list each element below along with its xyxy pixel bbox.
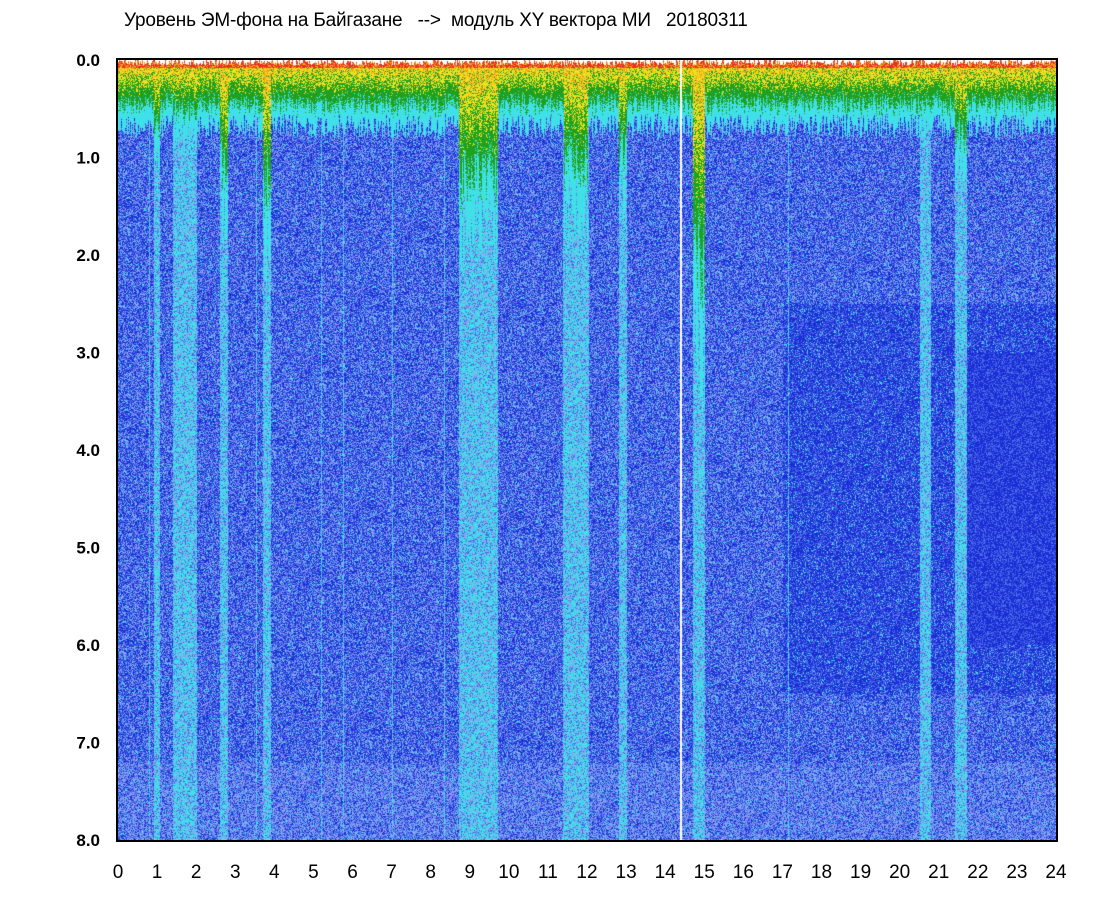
x-tick-label: 13 bbox=[616, 862, 637, 883]
x-tick-label: 18 bbox=[811, 862, 832, 883]
x-tick-label: 0 bbox=[113, 862, 124, 883]
chart-title: Уровень ЭМ-фона на Байгазане --> модуль … bbox=[124, 10, 748, 31]
x-tick-label: 5 bbox=[308, 862, 319, 883]
y-axis: 0.0 1.0 2.0 3.0 4.0 5.0 6.0 7.0 8.0 bbox=[76, 51, 100, 850]
y-tick-label: 5.0 bbox=[76, 539, 100, 558]
x-tick-label: 2 bbox=[191, 862, 202, 883]
x-tick-label: 11 bbox=[538, 862, 558, 883]
x-tick-label: 23 bbox=[1006, 862, 1027, 883]
x-tick-label: 7 bbox=[386, 862, 397, 883]
x-tick-label: 14 bbox=[655, 862, 677, 883]
x-tick-label: 15 bbox=[694, 862, 715, 883]
x-tick-label: 20 bbox=[889, 862, 910, 883]
x-tick-label: 16 bbox=[733, 862, 754, 883]
x-tick-label: 1 bbox=[152, 862, 163, 883]
x-tick-label: 19 bbox=[850, 862, 871, 883]
x-tick-label: 3 bbox=[230, 862, 241, 883]
x-tick-label: 8 bbox=[425, 862, 436, 883]
heatmap-area bbox=[118, 60, 1056, 840]
y-tick-label: 8.0 bbox=[76, 831, 100, 850]
x-axis: 0 1 2 3 4 5 6 7 8 9 10 11 12 13 14 15 16 17 18 19 20 21 22 23 24 bbox=[113, 862, 1067, 883]
x-tick-label: 4 bbox=[269, 862, 280, 883]
x-tick-label: 6 bbox=[347, 862, 358, 883]
y-tick-label: 4.0 bbox=[76, 441, 100, 460]
x-tick-label: 24 bbox=[1045, 862, 1067, 883]
y-tick-label: 7.0 bbox=[76, 734, 100, 753]
y-tick-label: 6.0 bbox=[76, 636, 100, 655]
x-tick-label: 17 bbox=[772, 862, 793, 883]
x-tick-label: 22 bbox=[967, 862, 988, 883]
y-tick-label: 0.0 bbox=[76, 51, 100, 70]
x-tick-label: 9 bbox=[464, 862, 475, 883]
x-tick-label: 12 bbox=[576, 862, 597, 883]
y-tick-label: 2.0 bbox=[76, 246, 100, 265]
x-tick-label: 10 bbox=[498, 862, 519, 883]
x-tick-label: 21 bbox=[928, 862, 949, 883]
y-tick-label: 3.0 bbox=[76, 344, 100, 363]
y-tick-label: 1.0 bbox=[76, 149, 100, 168]
